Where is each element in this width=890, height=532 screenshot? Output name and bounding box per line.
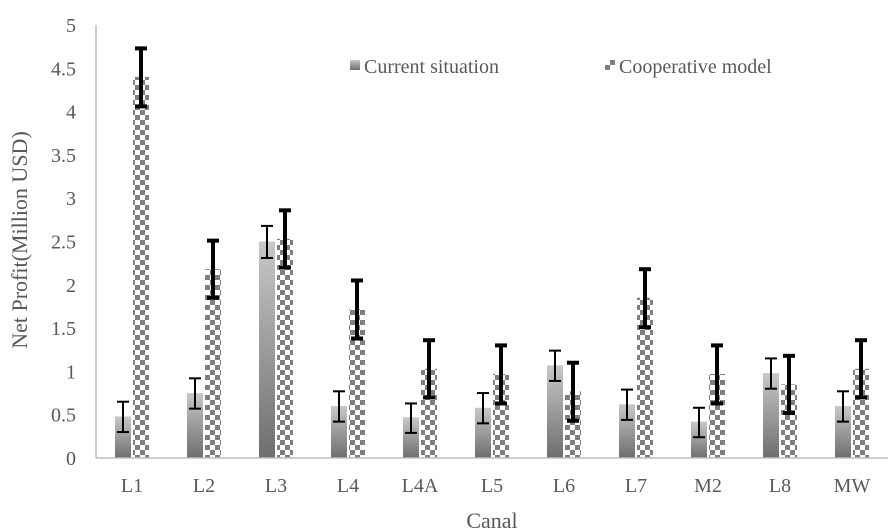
legend-swatch-cooperative [605, 60, 615, 70]
y-tick-label: 4 [66, 102, 76, 124]
bar-cooperative-model [421, 368, 437, 458]
bar-current-situation [403, 417, 419, 458]
error-bar-cooperative-model [279, 208, 291, 270]
legend-label-current: Current situation [364, 56, 499, 78]
y-tick-label: 5 [66, 15, 76, 37]
bars-layer [115, 76, 869, 459]
x-tick-label: L4A [402, 475, 439, 497]
error-bar-current-situation [765, 357, 777, 390]
error-bar-current-situation [333, 390, 345, 423]
y-tick-label: 3.5 [51, 145, 76, 167]
bar-cooperative-model [565, 391, 581, 458]
legend-swatch-current [350, 60, 360, 70]
bar-cooperative-model [781, 384, 797, 458]
error-bar-current-situation [477, 392, 489, 425]
bar-current-situation [763, 373, 779, 458]
y-tick-label: 3 [66, 188, 76, 210]
x-axis-ticks: L1 L2 L3 L4 L4A L5 L6 L7 M2 L8 MW [121, 475, 871, 497]
error-bar-current-situation [693, 406, 705, 439]
legend-item-current: Current situation [350, 56, 499, 78]
bar-cooperative-model [709, 373, 725, 458]
x-tick-label: L2 [193, 475, 215, 497]
x-tick-label: M2 [694, 475, 722, 497]
error-bar-current-situation [117, 400, 129, 434]
bar-cooperative-model [133, 76, 149, 459]
bar-current-situation [331, 406, 347, 458]
error-bar-cooperative-model [495, 343, 507, 406]
error-bar-cooperative-model [783, 353, 795, 415]
error-bar-current-situation [189, 377, 201, 410]
x-tick-label: L4 [337, 475, 359, 497]
x-tick-label: L3 [265, 475, 287, 497]
y-tick-label: 0.5 [51, 405, 76, 427]
error-bar-cooperative-model [711, 343, 723, 406]
y-tick-label: 1 [66, 361, 76, 383]
error-bar-current-situation [621, 388, 633, 421]
error-bar-current-situation [261, 224, 273, 259]
bar-cooperative-model [493, 373, 509, 458]
bar-current-situation [475, 407, 491, 458]
error-bars-layer [117, 46, 867, 439]
error-bar-cooperative-model [567, 360, 579, 423]
bar-cooperative-model [277, 238, 293, 458]
x-tick-label: L6 [553, 475, 575, 497]
y-tick-label: 2.5 [51, 232, 76, 254]
error-bar-cooperative-model [855, 338, 867, 400]
bar-current-situation [547, 365, 563, 458]
bar-current-situation [691, 421, 707, 458]
error-bar-cooperative-model [135, 46, 147, 109]
legend-item-cooperative: Cooperative model [605, 56, 772, 78]
legend-label-cooperative: Cooperative model [619, 56, 772, 78]
error-bar-cooperative-model [351, 278, 363, 341]
error-bar-cooperative-model [639, 267, 651, 330]
y-tick-label: 0 [66, 448, 76, 470]
y-tick-label: 4.5 [51, 58, 76, 80]
x-tick-label: MW [834, 475, 871, 497]
error-bar-current-situation [405, 402, 417, 434]
bar-current-situation [259, 241, 275, 458]
bar-current-situation [619, 404, 635, 458]
error-bar-cooperative-model [207, 238, 219, 300]
y-tick-label: 2 [66, 275, 76, 297]
x-axis-title: Canal [466, 508, 517, 532]
x-tick-label: L7 [625, 475, 647, 497]
bar-cooperative-model [205, 269, 221, 458]
bar-cooperative-model [637, 297, 653, 458]
error-bar-current-situation [549, 349, 561, 382]
bar-cooperative-model [349, 309, 365, 458]
y-tick-label: 1.5 [51, 318, 76, 340]
y-axis-title: Net Profit(Million USD) [7, 131, 32, 349]
y-axis-ticks: 0 0.5 1 1.5 2 2.5 3 3.5 4 4.5 5 [51, 15, 76, 470]
bar-current-situation [115, 416, 131, 458]
x-tick-label: L5 [481, 475, 503, 497]
x-tick-label: L1 [121, 475, 143, 497]
bar-cooperative-model [853, 368, 869, 458]
legend: Current situation Cooperative model [350, 56, 772, 78]
error-bar-current-situation [837, 390, 849, 423]
bar-current-situation [835, 406, 851, 458]
x-tick-label: L8 [769, 475, 791, 497]
error-bar-cooperative-model [423, 338, 435, 400]
